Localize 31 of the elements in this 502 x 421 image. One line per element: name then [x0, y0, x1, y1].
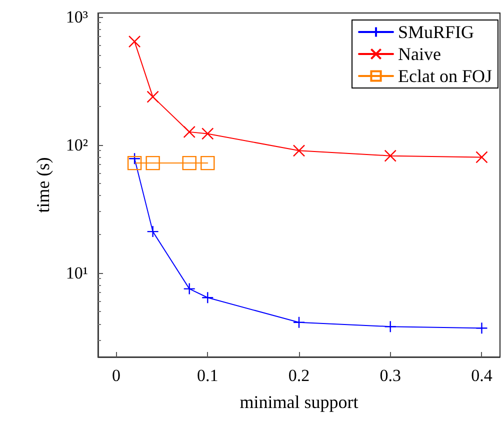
legend-label: Eclat on FOJ — [398, 66, 492, 86]
x-tick-label: 0.2 — [288, 366, 310, 385]
point — [202, 292, 214, 304]
point — [183, 282, 196, 295]
point — [146, 156, 160, 170]
y-tick-label: 10³ — [66, 7, 88, 26]
point — [200, 156, 215, 170]
point — [292, 316, 306, 328]
x-tick-label: 0.3 — [380, 366, 401, 385]
point — [202, 128, 214, 140]
legend-label: Naive — [398, 44, 441, 64]
point — [127, 156, 142, 170]
point — [128, 35, 141, 48]
x-axis-title: minimal support — [240, 392, 358, 412]
point — [292, 144, 306, 157]
legend-label: SMuRFIG — [398, 22, 474, 42]
point — [182, 156, 196, 170]
point — [128, 152, 141, 165]
point — [384, 320, 396, 333]
point — [183, 126, 196, 138]
point — [146, 225, 159, 238]
point — [146, 90, 159, 103]
y-tick-label: 10¹ — [66, 263, 88, 282]
y-axis-title: time (s) — [33, 157, 53, 213]
x-tick-label: 0 — [112, 366, 121, 385]
x-tick-label: 0.1 — [197, 366, 218, 385]
x-tick-label: 0.4 — [471, 366, 493, 385]
point — [476, 151, 488, 164]
point — [476, 322, 488, 334]
point — [384, 150, 396, 162]
y-tick-label: 10² — [66, 135, 88, 154]
